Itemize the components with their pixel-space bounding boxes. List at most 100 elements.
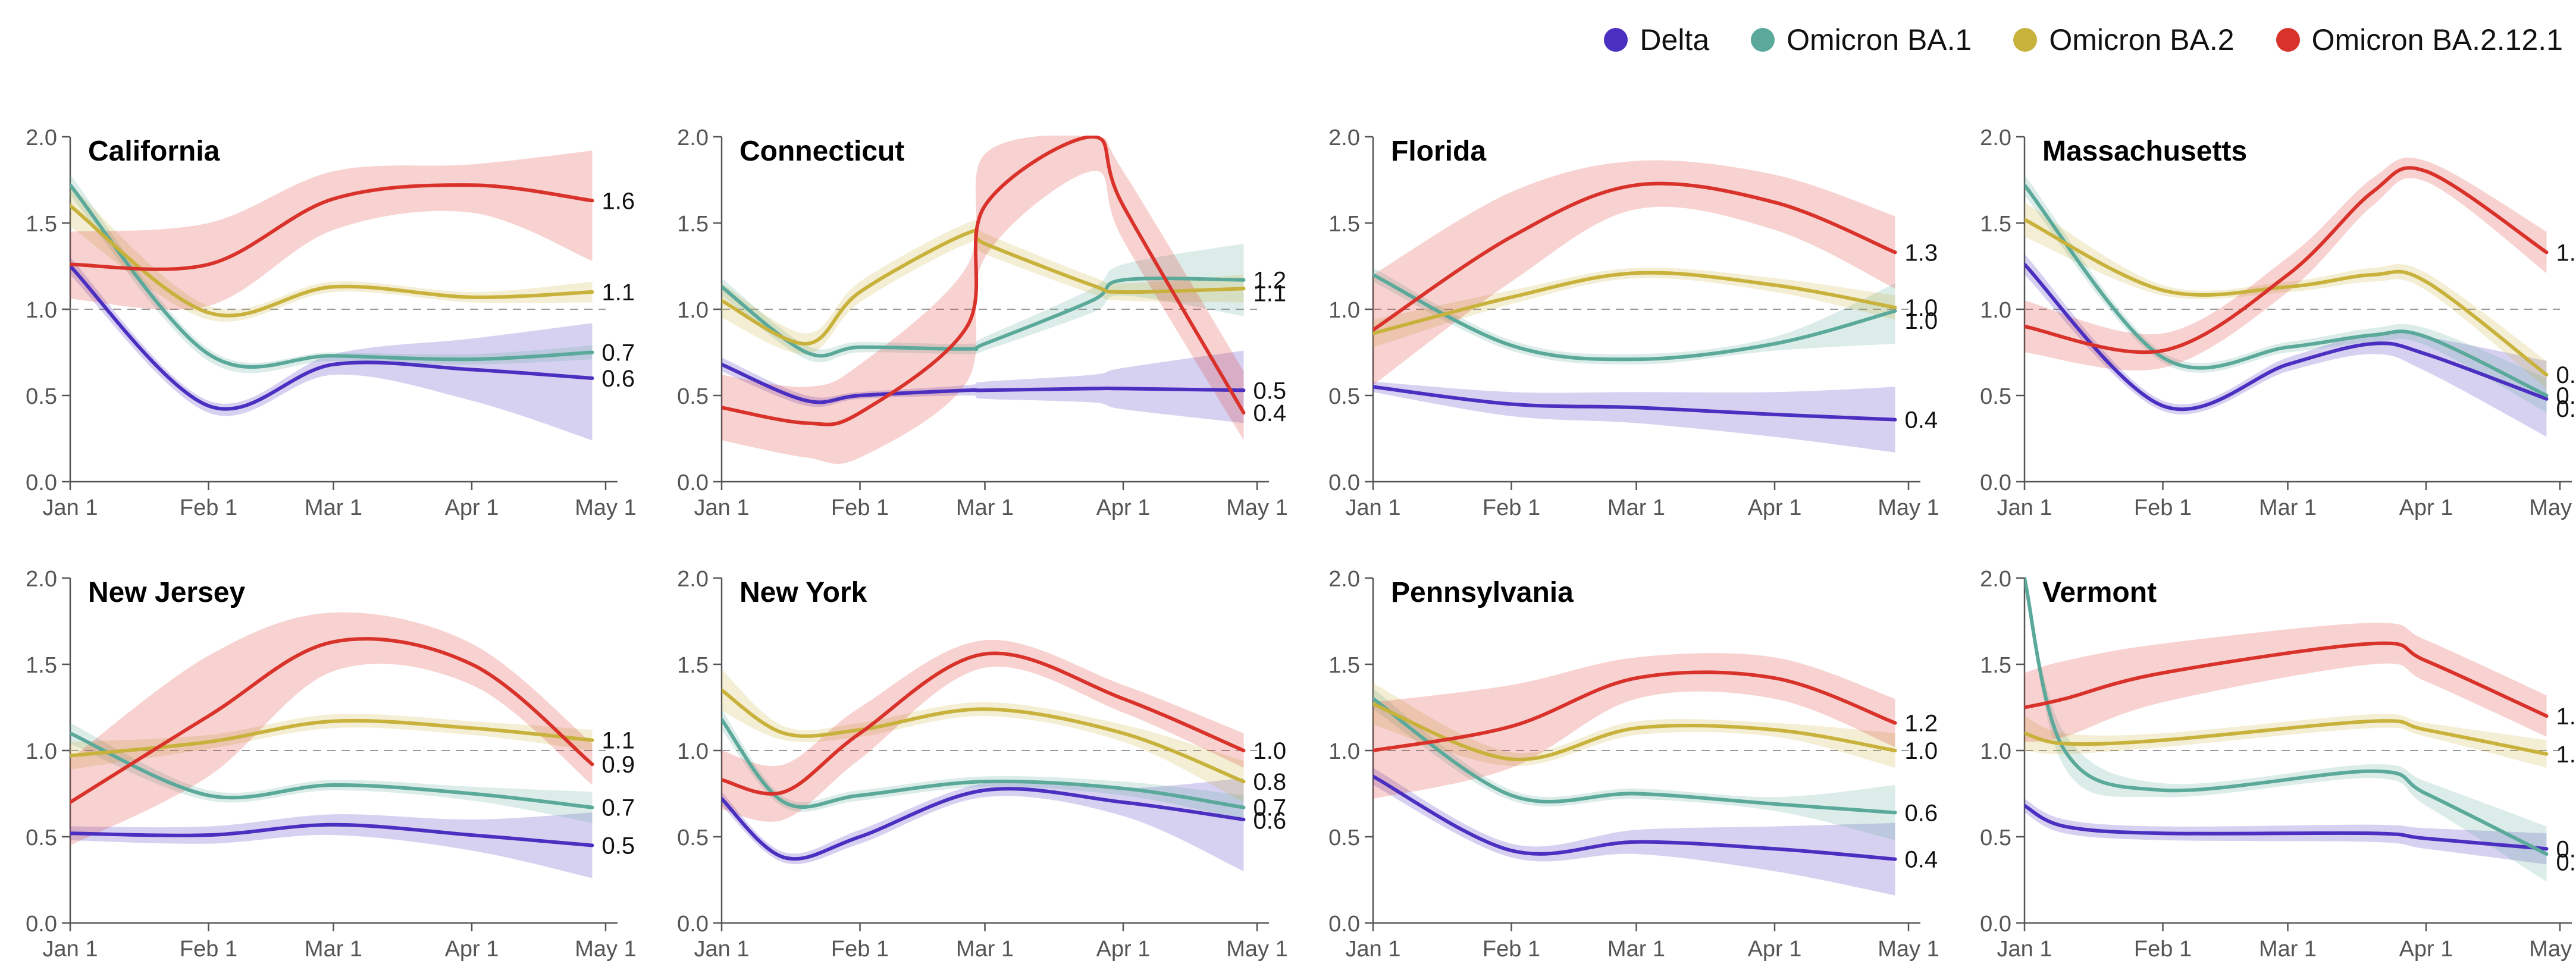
y-tick-label: 0.5: [1328, 384, 1360, 409]
y-tick-label: 2.0: [26, 567, 57, 592]
y-tick-label: 0.0: [1980, 470, 2011, 495]
end-value-label: 0.6: [602, 366, 635, 392]
legend-label: Omicron BA.2.12.1: [2311, 23, 2563, 56]
state-panel: 0.0 0.5 1.0 1.5 2.0 Jan 1 Feb 1 Mar 1 Apr 1 May 1…: [1328, 567, 1939, 962]
y-tick-label: 1.0: [26, 739, 57, 764]
panel-title: Vermont: [2042, 577, 2157, 608]
end-value-label: 0.5: [2556, 396, 2576, 422]
state-panel: 0.0 0.5 1.0 1.5 2.0 Jan 1 Feb 1 Mar 1 Apr 1 May 1…: [26, 125, 637, 520]
series-line: [2025, 577, 2549, 856]
x-tick-label: Jan 1: [1997, 937, 2052, 962]
confidence-band: [2025, 623, 2547, 742]
end-value-label: 0.4: [2556, 849, 2576, 875]
series-line: [2025, 262, 2549, 412]
x-tick-label: May 1: [1226, 495, 1287, 520]
series-line: [1373, 181, 1897, 332]
x-tick-label: Apr 1: [445, 495, 499, 520]
end-value-label: 1.2: [1905, 711, 1938, 737]
end-value-label: 1.6: [602, 188, 635, 214]
x-tick-label: May 1: [1226, 937, 1287, 962]
confidence-band: [2025, 254, 2547, 437]
end-value-label: 1.0: [1905, 738, 1938, 764]
end-value-label: 0.7: [602, 340, 635, 366]
state-panel: 0.0 0.5 1.0 1.5 2.0 Jan 1 Feb 1 Mar 1 Apr 1 May 1…: [1980, 125, 2576, 520]
end-value-label: 1.0: [1905, 308, 1938, 334]
x-tick-label: Feb 1: [831, 495, 889, 520]
y-tick-label: 0.0: [677, 470, 709, 495]
y-tick-label: 2.0: [26, 125, 57, 150]
x-tick-label: Mar 1: [956, 937, 1014, 962]
y-tick-label: 0.0: [26, 470, 57, 495]
y-tick-label: 1.0: [1980, 739, 2011, 764]
end-value-label: 0.7: [1253, 795, 1287, 821]
state-panel: 0.0 0.5 1.0 1.5 2.0 Jan 1 Feb 1 Mar 1 Apr 1 May 1…: [1980, 567, 2576, 962]
y-tick-label: 1.5: [26, 653, 57, 678]
confidence-band: [1373, 160, 1895, 385]
x-tick-label: Apr 1: [1748, 937, 1802, 962]
y-tick-label: 1.0: [1980, 298, 2011, 323]
series-line: [2025, 166, 2549, 354]
x-tick-label: Feb 1: [180, 937, 237, 962]
end-value-label: 0.6: [2556, 362, 2576, 388]
end-value-label: 0.7: [602, 795, 635, 821]
y-tick-label: 0.0: [1328, 470, 1360, 495]
legend-swatch: [1751, 28, 1775, 52]
end-value-label: 1.0: [1253, 738, 1287, 764]
y-tick-label: 1.5: [26, 212, 57, 237]
y-tick-label: 2.0: [1328, 125, 1360, 150]
confidence-band: [70, 612, 593, 846]
confidence-band: [2025, 202, 2547, 389]
series-line: [1373, 702, 1897, 762]
x-tick-label: Apr 1: [1748, 495, 1802, 520]
x-tick-label: Feb 1: [831, 937, 889, 962]
confidence-band: [70, 150, 593, 310]
plot-area: [722, 639, 1246, 871]
y-tick-label: 1.5: [1328, 653, 1360, 678]
legend-item: Omicron BA.1: [1751, 23, 1972, 57]
x-tick-label: May 1: [1878, 937, 1939, 962]
x-tick-label: Mar 1: [1607, 937, 1665, 962]
end-value-label: 0.5: [602, 833, 635, 859]
plot-area: [70, 612, 594, 878]
end-value-label: 0.5: [1253, 378, 1287, 404]
series-line: [2025, 719, 2549, 756]
confidence-band: [1373, 768, 1895, 896]
y-tick-label: 1.0: [26, 298, 57, 323]
confidence-band: [722, 243, 1244, 363]
series-line: [70, 637, 594, 804]
series-line: [722, 362, 1246, 404]
x-tick-label: Mar 1: [2259, 495, 2317, 520]
y-tick-label: 0.0: [1328, 912, 1360, 937]
x-tick-label: Jan 1: [694, 495, 750, 520]
legend-item: Delta: [1604, 23, 1709, 57]
series-line: [70, 822, 594, 847]
legend-label: Omicron BA.1: [1787, 23, 1972, 56]
y-tick-label: 1.5: [677, 653, 709, 678]
x-tick-label: Apr 1: [1096, 495, 1151, 520]
y-tick-label: 1.0: [677, 739, 709, 764]
confidence-band: [722, 219, 1244, 354]
confidence-band: [1373, 683, 1895, 768]
panel-title: Pennsylvania: [1391, 577, 1574, 608]
series-line: [722, 688, 1246, 784]
end-value-label: 0.4: [1905, 847, 1938, 873]
state-panel: 0.0 0.5 1.0 1.5 2.0 Jan 1 Feb 1 Mar 1 Apr 1 May 1…: [677, 567, 1288, 962]
end-value-label: 0.9: [602, 752, 635, 778]
series-line: [2025, 641, 2549, 718]
y-tick-label: 0.5: [677, 825, 709, 850]
confidence-band: [70, 258, 593, 441]
y-tick-label: 2.0: [1980, 567, 2011, 592]
panel-title: New York: [739, 577, 867, 608]
confidence-band: [2025, 714, 2547, 768]
legend-label: Delta: [1640, 23, 1710, 56]
confidence-band: [1373, 653, 1895, 799]
series-line: [1373, 697, 1897, 815]
y-tick-label: 0.0: [26, 912, 57, 937]
x-tick-label: Jan 1: [1997, 495, 2052, 520]
y-tick-label: 1.0: [1328, 298, 1360, 323]
x-tick-label: Feb 1: [1483, 495, 1540, 520]
end-value-label: 0.4: [1253, 400, 1287, 426]
end-value-label: 0.5: [2556, 383, 2576, 409]
y-tick-label: 0.0: [1980, 912, 2011, 937]
series-line: [70, 183, 594, 369]
